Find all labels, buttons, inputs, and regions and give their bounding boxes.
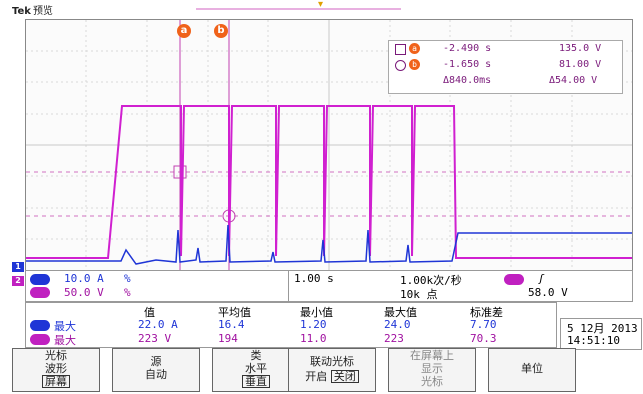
row1-stddev: 7.70: [470, 318, 497, 331]
brand-label: Tek 预览: [12, 2, 53, 17]
row1-label: 最大: [54, 320, 76, 333]
row2-value: 223 V: [138, 332, 172, 345]
readout-a-value: 135.0 V: [559, 43, 602, 54]
brand-name: Tek: [12, 6, 31, 17]
readout-row-delta: Δ840.0ms Δ54.00 V: [389, 75, 622, 89]
ch2-scale: 50.0 V: [64, 286, 104, 299]
record-view-bar: [196, 8, 401, 10]
ch1-scale: 10.0 A: [64, 272, 104, 285]
row2-stddev: 70.3: [470, 332, 497, 345]
row2-min: 11.0: [300, 332, 327, 345]
trigger-level: 58.0 V: [528, 286, 568, 299]
row1-min: 1.20: [300, 318, 327, 331]
status-bar: 10.0 A % 50.0 V % 1.00 s 1.00k次/秒 10k 点 …: [25, 270, 633, 302]
readout-b-value: 81.00 V: [559, 59, 602, 70]
row2-max: 223: [384, 332, 404, 345]
menu-linked-cursors-button[interactable]: 联动光标 开启 关闭: [288, 348, 376, 392]
menu-b5-line2: 显示: [421, 362, 443, 375]
row1-mean: 16.4: [218, 318, 245, 331]
circle-icon: [395, 60, 406, 71]
row2-channel-indicator: [30, 334, 50, 345]
readout-b-time: -1.650 s: [443, 59, 492, 70]
row1-channel-indicator: [30, 320, 50, 331]
row1-max: 24.0: [384, 318, 411, 331]
col-header-min: 最小值: [300, 306, 333, 319]
time-label: 14:51:10: [567, 334, 620, 347]
menu-b3-line3: 垂直: [242, 375, 270, 388]
col-header-value: 值: [144, 306, 155, 319]
menu-b4-line1: 联动光标: [310, 355, 354, 368]
bottom-menu: 光标 波形 屏幕 源 自动 类 水平 垂直 联动光标 开启 关闭 在屏幕上 显示…: [12, 348, 638, 392]
menu-b3-line2: 水平: [245, 362, 267, 375]
ch2-indicator[interactable]: [30, 287, 50, 298]
cursor-b-marker[interactable]: b: [214, 24, 228, 38]
cursor-readout: a -2.490 s 135.0 V b -1.650 s 81.00 V Δ8…: [388, 40, 623, 94]
menu-b3-line1: 类: [250, 349, 262, 362]
menu-b5-line1: 在屏幕上: [410, 349, 454, 362]
row2-mean: 194: [218, 332, 238, 345]
menu-cursor-type-button[interactable]: 光标 波形 屏幕: [12, 348, 100, 392]
ch1-bandwidth-icon: %: [124, 272, 131, 285]
row1-value: 22.0 A: [138, 318, 178, 331]
menu-cursor-class-button[interactable]: 类 水平 垂直: [212, 348, 300, 392]
menu-b5-line3: 光标: [421, 375, 443, 388]
menu-b2-line2: 自动: [145, 368, 167, 381]
trigger-position-marker[interactable]: ▾: [318, 0, 324, 10]
timebase-scale[interactable]: 1.00 s: [294, 272, 334, 285]
readout-row-b: b -1.650 s 81.00 V: [389, 59, 622, 73]
measurement-table: 值 平均值 最小值 最大值 标准差 最大 22.0 A 16.4 1.20 24…: [25, 302, 557, 348]
ch2-waveform: [26, 105, 632, 259]
menu-b1-line1: 光标: [45, 349, 67, 362]
menu-b1-line2: 波形: [45, 362, 67, 375]
menu-b1-line3: 屏幕: [42, 375, 70, 388]
ch2-ground-marker[interactable]: 2: [12, 276, 24, 286]
status-divider: [288, 271, 289, 301]
col-header-stddev: 标准差: [470, 306, 503, 319]
cursor-b-badge: b: [409, 59, 420, 70]
square-icon: [395, 44, 406, 55]
date-label: 5 12月 2013: [567, 322, 638, 335]
acquisition-mode: 预览: [32, 6, 53, 17]
row2-label: 最大: [54, 334, 76, 347]
cursor-a-badge: a: [409, 43, 420, 54]
menu-bring-cursors-button[interactable]: 在屏幕上 显示 光标: [388, 348, 476, 392]
readout-row-a: a -2.490 s 135.0 V: [389, 43, 622, 57]
readout-delta-value: Δ54.00 V: [549, 75, 598, 86]
trigger-source-indicator[interactable]: [504, 274, 524, 285]
sample-rate: 1.00k次/秒: [400, 274, 462, 287]
menu-b4-on: 开启: [305, 370, 328, 383]
menu-b2-line1: 源: [150, 355, 162, 368]
readout-delta-time: Δ840.0ms: [443, 75, 492, 86]
cursor-a-marker[interactable]: a: [177, 24, 191, 38]
col-header-mean: 平均值: [218, 306, 251, 319]
readout-a-time: -2.490 s: [443, 43, 492, 54]
menu-units-button[interactable]: 单位: [488, 348, 576, 392]
col-header-max: 最大值: [384, 306, 417, 319]
ch1-waveform: [26, 224, 632, 265]
trigger-edge-icon: ʃ: [538, 272, 545, 285]
menu-source-button[interactable]: 源 自动: [112, 348, 200, 392]
record-length: 10k 点: [400, 288, 438, 301]
menu-b6-line1: 单位: [521, 362, 543, 375]
datetime-box: 5 12月 2013 14:51:10: [560, 318, 642, 350]
ch1-indicator[interactable]: [30, 274, 50, 285]
ch2-bandwidth-icon: %: [124, 286, 131, 299]
menu-b4-off: 关闭: [330, 370, 359, 383]
ch1-ground-marker[interactable]: 1: [12, 262, 24, 272]
